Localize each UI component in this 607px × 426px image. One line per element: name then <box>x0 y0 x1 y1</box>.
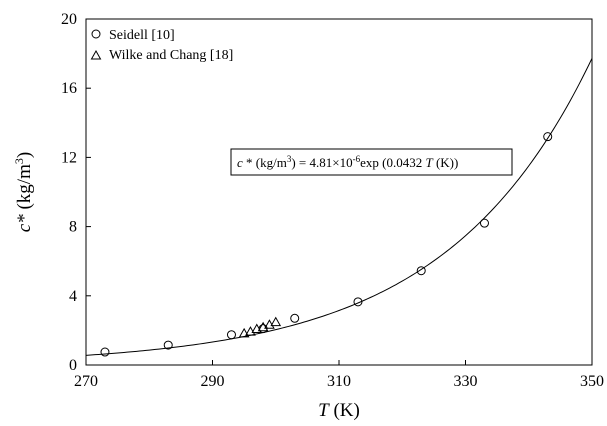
legend-label-seidell: Seidell [10] <box>109 28 175 43</box>
data-point-circle <box>416 266 426 276</box>
equation-annotation: c * (kg/m3) = 4.81×10-6exp (0.0432 T (K)… <box>230 148 513 176</box>
legend-triangle-marker <box>90 49 102 60</box>
data-point-circle <box>290 313 300 323</box>
y-tick-label: 0 <box>69 357 77 374</box>
plot-area-frame <box>85 18 593 366</box>
data-point-circle <box>163 340 173 350</box>
data-point-triangle <box>238 327 250 338</box>
data-point-circle <box>226 330 236 340</box>
x-tick-label: 290 <box>201 373 225 390</box>
legend-circle-marker <box>91 29 101 39</box>
x-tick-label: 350 <box>580 373 604 390</box>
y-tick-label: 4 <box>69 288 77 305</box>
data-point-circle <box>479 218 489 228</box>
axis-ticks: 270 290 310 330 350 0 4 8 12 16 20 <box>61 11 604 390</box>
data-markers <box>100 132 553 357</box>
fit-curve <box>85 58 593 356</box>
y-axis-title: c* (kg/m3) <box>12 152 35 232</box>
x-tick-label: 330 <box>454 373 478 390</box>
data-point-circle <box>353 297 363 307</box>
legend: Seidell [10] Wilke and Chang [18] <box>90 28 233 63</box>
legend-label-wilke-chang: Wilke and Chang [18] <box>109 48 233 63</box>
y-tick-label: 16 <box>61 80 77 97</box>
data-point-triangle <box>270 316 282 327</box>
y-tick-label: 12 <box>61 149 77 166</box>
equation-box <box>230 148 513 176</box>
x-tick-label: 270 <box>74 373 98 390</box>
y-tick-label: 8 <box>69 219 77 236</box>
y-tick-label: 20 <box>61 11 77 28</box>
data-point-triangle <box>251 323 263 334</box>
x-tick-label: 310 <box>327 373 351 390</box>
data-point-circle <box>543 132 553 142</box>
data-point-circle <box>100 347 110 357</box>
equation-text: c * (kg/m3) = 4.81×10-6exp (0.0432 T (K)… <box>237 154 458 170</box>
x-axis-title: T (K) <box>318 400 360 421</box>
